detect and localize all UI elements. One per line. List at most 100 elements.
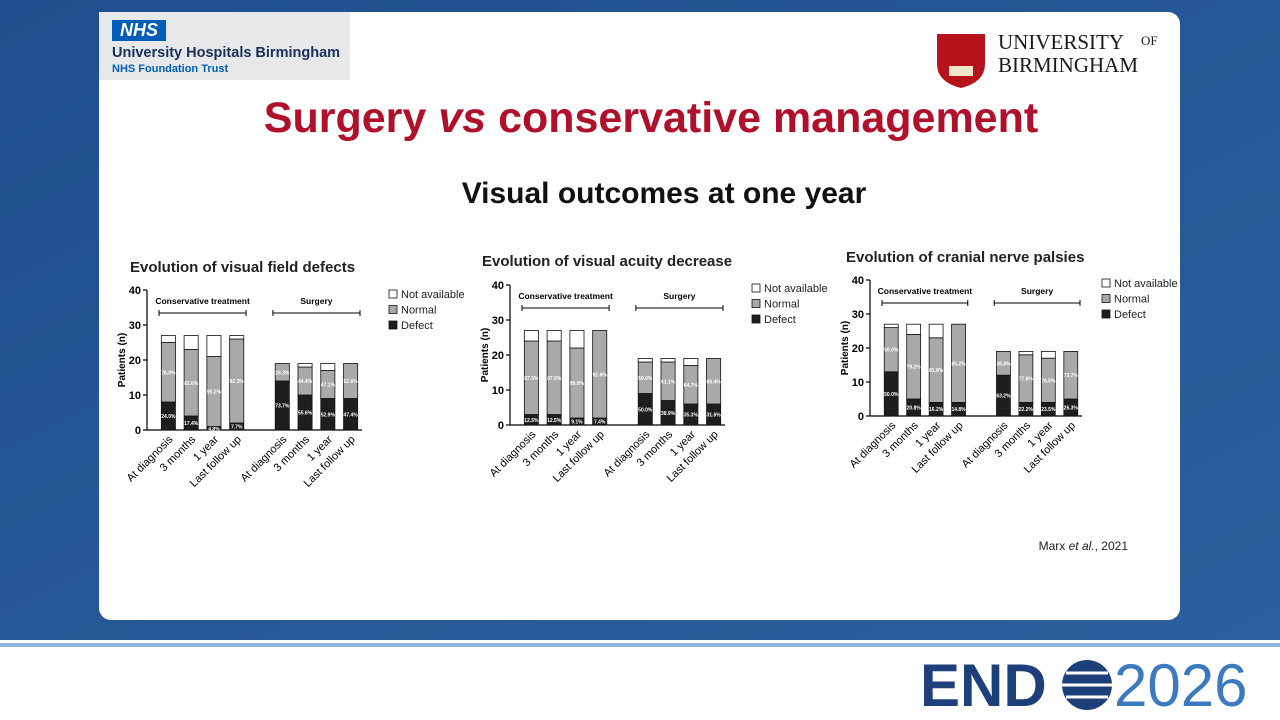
segment-label: 87.5% xyxy=(547,376,562,382)
group-bracket xyxy=(635,305,724,311)
y-tick-label: 10 xyxy=(492,385,504,397)
legend-swatch xyxy=(388,320,398,330)
y-tick-label: 0 xyxy=(858,411,864,423)
segment-label: 61.1% xyxy=(661,379,676,385)
segment-label: 47.1% xyxy=(321,383,336,389)
legend-label: Not available xyxy=(401,289,465,301)
group-label: Surgery xyxy=(1021,286,1053,296)
group-label: Conservative treatment xyxy=(878,286,973,296)
citation-etal: et al. xyxy=(1069,539,1095,553)
legend-label: Defect xyxy=(1114,309,1146,321)
segment-label: 76.0% xyxy=(161,370,176,376)
segment-label: 22.2% xyxy=(1019,407,1034,413)
segment-label: 64.7% xyxy=(684,383,699,389)
legend-swatch xyxy=(388,305,398,314)
citation: Marx et al., 2021 xyxy=(1039,539,1129,553)
nhs-badge: NHS xyxy=(120,20,158,40)
segment-label: 36.8% xyxy=(996,361,1011,367)
citation-year: , 2021 xyxy=(1095,539,1129,553)
segment-label: 52.9% xyxy=(321,412,336,418)
y-tick-label: 20 xyxy=(129,355,141,367)
segment-label: 7.4% xyxy=(594,420,606,426)
segment-label: 85.2% xyxy=(951,361,966,367)
bar-segment xyxy=(637,358,653,363)
segment-label: 50.0% xyxy=(884,392,899,398)
segment-label: 16.2% xyxy=(929,407,944,413)
legend-swatch xyxy=(751,283,761,293)
nhs-badge-bg xyxy=(112,20,166,41)
segment-label: 12.5% xyxy=(524,418,539,424)
bar-segment xyxy=(160,335,176,343)
y-tick-label: 30 xyxy=(492,315,504,327)
uob-crest-book xyxy=(949,66,973,76)
segment-label: 55.6% xyxy=(298,411,313,417)
legend-label: Normal xyxy=(764,299,799,311)
group-bracket xyxy=(272,310,361,316)
segment-label: 50.0% xyxy=(884,348,899,354)
y-tick-label: 0 xyxy=(498,420,504,432)
bar-segment xyxy=(546,330,562,342)
segment-label: 20.8% xyxy=(907,406,922,412)
bar-segment xyxy=(683,358,699,366)
group-bracket xyxy=(158,310,247,316)
uob-of: OF xyxy=(1141,33,1158,48)
segment-label: 35.3% xyxy=(684,413,699,419)
legend-label: Defect xyxy=(401,320,433,332)
group-bracket xyxy=(881,300,969,306)
legend-label: Defect xyxy=(764,314,796,326)
bar-segment xyxy=(229,335,245,340)
segment-label: 12.5% xyxy=(547,418,562,424)
segment-label: 73.7% xyxy=(275,404,290,410)
y-tick-label: 40 xyxy=(129,285,141,297)
segment-label: 79.2% xyxy=(907,365,922,371)
segment-label: 92.3% xyxy=(230,379,245,385)
segment-label: 73.7% xyxy=(1064,373,1079,379)
title-part: Surgery xyxy=(264,94,427,142)
bar-segment xyxy=(883,323,899,329)
bar-segment xyxy=(706,358,722,405)
y-tick-label: 0 xyxy=(135,425,141,437)
segment-label: 26.3% xyxy=(275,370,290,376)
bar-segment xyxy=(996,350,1011,376)
brand-globe-lines xyxy=(1062,671,1112,699)
legend-swatch xyxy=(1101,309,1111,319)
trust-name: University Hospitals Birmingham xyxy=(112,45,340,61)
segment-label: 82.6% xyxy=(184,381,199,387)
legend-swatch xyxy=(751,314,761,324)
y-tick-label: 20 xyxy=(492,350,504,362)
legend-label: Not available xyxy=(1114,278,1178,290)
bar-segment xyxy=(1018,350,1034,356)
chart-title: Evolution of cranial nerve palsies xyxy=(846,249,1084,266)
legend-swatch xyxy=(1101,278,1111,288)
bar-segment xyxy=(660,358,676,363)
uob-line2: BIRMINGHAM xyxy=(998,53,1138,77)
chart-title: Evolution of visual acuity decrease xyxy=(482,253,732,270)
legend-label: Normal xyxy=(1114,294,1149,306)
y-axis-label: Patients (n) xyxy=(117,333,128,387)
segment-label: 90.9% xyxy=(570,381,585,387)
segment-label: 38.9% xyxy=(661,411,676,417)
footer-line xyxy=(0,643,1280,647)
segment-label: 76.5% xyxy=(1041,378,1056,384)
chart-title: Evolution of visual field defects xyxy=(130,259,355,276)
group-label: Conservative treatment xyxy=(518,291,613,301)
segment-label: 87.5% xyxy=(524,376,539,382)
bar-segment xyxy=(523,330,539,342)
legend-swatch xyxy=(388,289,398,299)
y-axis-label: Patients (n) xyxy=(480,328,491,382)
bar-segment xyxy=(569,330,585,349)
bar-segment xyxy=(297,363,313,368)
legend-swatch xyxy=(1101,294,1111,303)
segment-label: 44.4% xyxy=(298,379,313,385)
segment-label: 9.1% xyxy=(571,420,583,426)
bar-segment xyxy=(274,363,290,382)
uob-line1: UNIVERSITY xyxy=(998,30,1124,54)
legend-label: Normal xyxy=(401,305,436,317)
segment-label: 23.5% xyxy=(1041,407,1056,413)
bar-segment xyxy=(951,323,966,403)
segment-label: 77.8% xyxy=(1019,377,1034,383)
segment-label: 63.2% xyxy=(996,394,1011,400)
bar-segment xyxy=(320,363,336,371)
title-part: vs xyxy=(438,94,486,142)
